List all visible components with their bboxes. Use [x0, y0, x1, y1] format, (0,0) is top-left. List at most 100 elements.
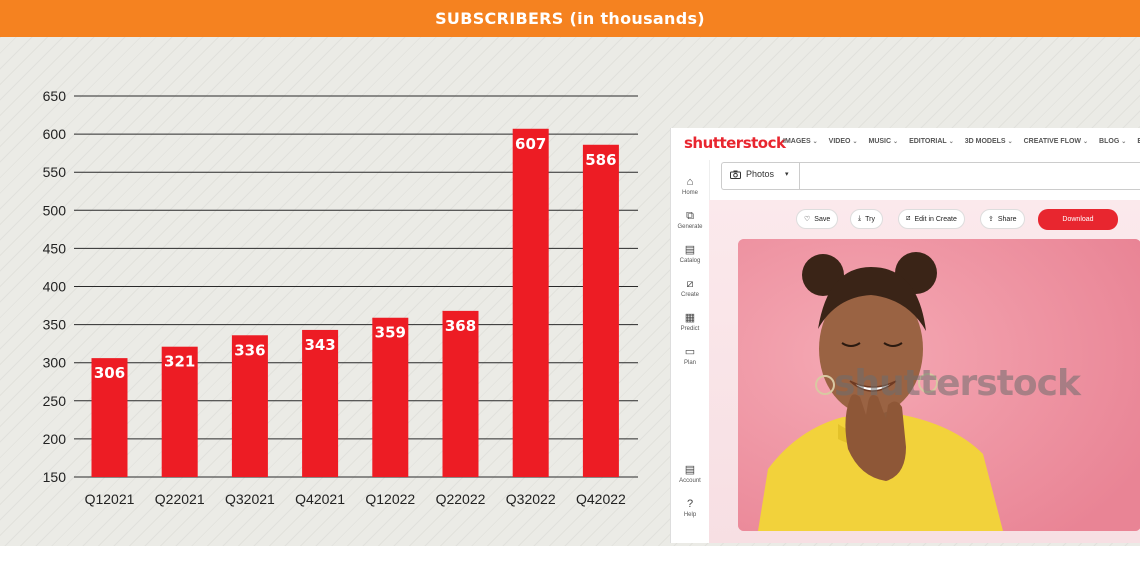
heart-icon: ♡ — [804, 216, 811, 223]
chevron-down-icon: ⌄ — [812, 139, 818, 145]
stock-photo[interactable]: shutterstock — [738, 239, 1140, 531]
smiling-woman-photo — [738, 239, 1140, 531]
predict-icon: ▦ — [684, 312, 696, 324]
y-tick-label: 300 — [43, 355, 67, 371]
x-tick-label: Q42021 — [295, 491, 345, 507]
sidebar-item-label: Help — [683, 512, 697, 518]
shutterstock-logo[interactable]: shutterstock — [684, 134, 786, 152]
nav-item[interactable]: MUSIC ⌄ — [868, 138, 898, 145]
x-tick-label: Q32022 — [506, 491, 556, 507]
chevron-down-icon: ⌄ — [1121, 139, 1127, 145]
try-label: Try — [865, 215, 875, 223]
y-tick-label: 600 — [43, 126, 67, 142]
try-button[interactable]: ⤓ Try — [850, 209, 883, 229]
y-tick-label: 350 — [43, 317, 67, 333]
sidebar-item-catalog[interactable]: ▤ Catalog — [671, 244, 709, 264]
chevron-down-icon: ⌄ — [852, 139, 858, 145]
sidebar-item-generate[interactable]: ⧉ Generate — [671, 210, 709, 230]
camera-icon — [730, 170, 741, 179]
shutterstock-screenshot: shutterstock IMAGES ⌄ VIDEO ⌄ MUSIC ⌄ EDITORIA… — [670, 128, 1140, 543]
nav-item[interactable]: VIDEO ⌄ — [829, 138, 858, 145]
y-tick-label: 450 — [43, 240, 67, 256]
media-type-select[interactable]: Photos ▾ — [730, 169, 789, 179]
sidebar-item-label: Catalog — [679, 258, 701, 264]
chevron-down-icon: ▾ — [785, 171, 789, 178]
bar-value-label: 343 — [304, 336, 335, 354]
bar-value-label: 368 — [445, 317, 476, 335]
share-label: Share — [997, 215, 1017, 223]
bar — [231, 335, 268, 477]
nav-item-label: VIDEO — [828, 138, 851, 145]
search-bar[interactable]: Photos ▾ — [721, 162, 1140, 190]
sidebar-item-create[interactable]: ⧄ Create — [671, 278, 709, 298]
sidebar-item-label: Generate — [677, 224, 703, 230]
edit-in-create-button[interactable]: ⧄ Edit in Create — [898, 209, 965, 229]
content-panel: 150 200 250 300 350 400 450 500 550 600 650 306 Q120… — [0, 37, 1140, 546]
share-button[interactable]: ⇪ Share — [980, 209, 1025, 229]
bar — [161, 346, 198, 477]
nav-menu: IMAGES ⌄ VIDEO ⌄ MUSIC ⌄ EDITORIAL ⌄ 3D MODELS ⌄ C… — [783, 138, 1140, 145]
x-tick-label: Q32021 — [225, 491, 275, 507]
bar-value-label: 359 — [375, 324, 406, 342]
bar-value-label: 607 — [515, 135, 546, 153]
sidebar-item-plan[interactable]: ▭ Plan — [671, 346, 709, 366]
x-tick-label: Q12022 — [365, 491, 415, 507]
bar-value-label: 306 — [94, 364, 125, 382]
download-arrow-icon: ⤓ — [858, 215, 862, 222]
image-preview-area: ♡ Save ⤓ Try ⧄ Edit in Create ⇪ Share Do… — [709, 200, 1140, 543]
nav-item[interactable]: EDITORIAL ⌄ — [909, 138, 954, 145]
nav-item-label: EDITORIAL — [909, 138, 947, 145]
x-tick-label: Q22022 — [436, 491, 486, 507]
account-icon: ▤ — [684, 464, 696, 476]
nav-item-label: ENTE — [1137, 138, 1140, 145]
save-label: Save — [814, 215, 831, 223]
edit-icon: ⧄ — [906, 215, 911, 222]
sidebar-item-label: Home — [681, 190, 698, 196]
bar — [442, 310, 479, 477]
sidebar-item-label: Predict — [680, 326, 700, 332]
nav-item[interactable]: IMAGES ⌄ — [783, 138, 818, 145]
bar — [372, 317, 409, 477]
nav-item[interactable]: CREATIVE FLOW ⌄ — [1024, 138, 1088, 145]
bar-value-label: 321 — [164, 353, 195, 371]
bar — [302, 329, 339, 477]
y-tick-label: 250 — [43, 393, 67, 409]
plan-icon: ▭ — [684, 346, 696, 358]
download-button[interactable]: Download — [1038, 209, 1118, 230]
chevron-down-icon: ⌄ — [1007, 139, 1013, 145]
help-icon: ? — [686, 498, 694, 510]
y-tick-label: 150 — [43, 469, 67, 485]
y-tick-label: 650 — [43, 88, 67, 104]
y-tick-label: 500 — [43, 202, 67, 218]
sidebar-item-label: Account — [679, 478, 701, 484]
sidebar-item-predict[interactable]: ▦ Predict — [671, 312, 709, 332]
nav-item-label: BLOG — [1099, 138, 1120, 145]
y-tick-label: 400 — [43, 279, 67, 295]
media-type-label: Photos — [746, 169, 775, 179]
sidebar: ⌂ Home ⧉ Generate ▤ Catalog ⧄ Create ▦ Predict ▭ Pl… — [671, 160, 710, 543]
edit-label: Edit in Create — [914, 215, 957, 223]
x-tick-label: Q12021 — [85, 491, 135, 507]
bar-value-label: 586 — [585, 151, 616, 169]
y-tick-label: 550 — [43, 164, 67, 180]
bar-chart: 150 200 250 300 350 400 450 500 550 600 650 306 Q120… — [43, 88, 638, 507]
home-icon: ⌂ — [686, 176, 694, 188]
nav-item-label: CREATIVE FLOW — [1023, 138, 1082, 145]
save-button[interactable]: ♡ Save — [796, 209, 839, 229]
generate-icon: ⧉ — [686, 210, 694, 222]
top-nav: shutterstock IMAGES ⌄ VIDEO ⌄ MUSIC ⌄ EDITORIA… — [671, 128, 1140, 158]
nav-item-label: 3D MODELS — [964, 138, 1006, 145]
bar — [91, 358, 128, 477]
bar — [582, 144, 619, 477]
nav-item[interactable]: ENTE — [1137, 138, 1140, 145]
sidebar-item-label: Create — [680, 292, 699, 298]
divider — [799, 163, 800, 189]
nav-item[interactable]: BLOG ⌄ — [1099, 138, 1126, 145]
nav-item-label: IMAGES — [783, 138, 811, 145]
sidebar-item-help[interactable]: ? Help — [671, 498, 709, 518]
sidebar-item-home[interactable]: ⌂ Home — [671, 176, 709, 196]
sidebar-item-account[interactable]: ▤ Account — [671, 464, 709, 484]
nav-item[interactable]: 3D MODELS ⌄ — [965, 138, 1013, 145]
chevron-down-icon: ⌄ — [948, 139, 954, 145]
y-tick-label: 200 — [43, 431, 67, 447]
